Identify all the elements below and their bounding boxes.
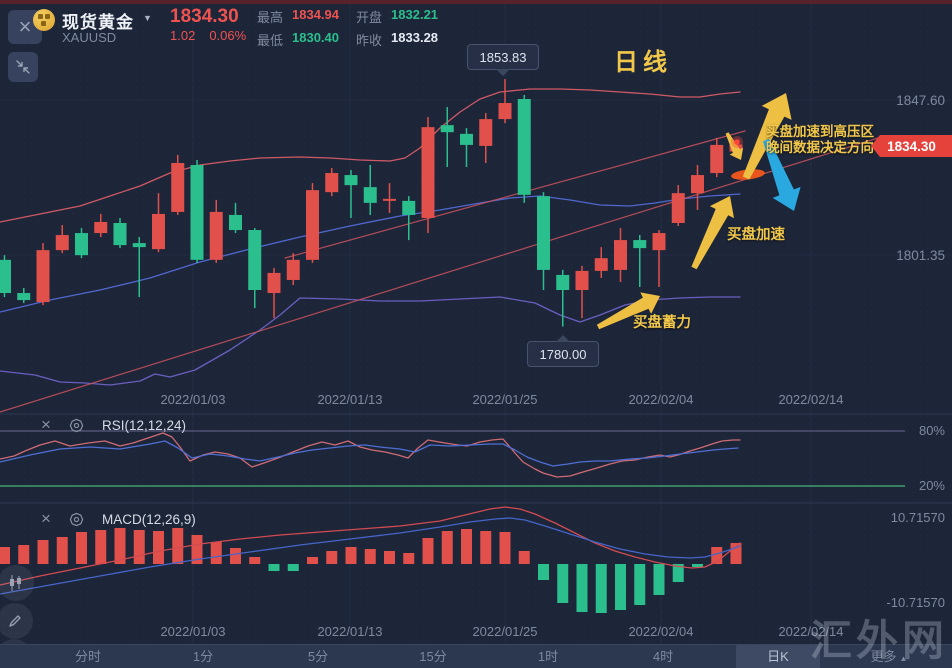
timeframe-toolbar: 分时 1分 5分 15分 1时 4时 日K 更多 ▲: [0, 644, 952, 668]
chart-style-candlestick-button[interactable]: [0, 565, 34, 601]
timeframe-分时[interactable]: 分时: [74, 649, 101, 664]
drawn-annotations: [596, 93, 801, 330]
date-tick-label: 2022/01/25: [472, 624, 538, 639]
change-value: 1.02: [170, 28, 196, 43]
change-percent: 0.06%: [209, 28, 247, 43]
rsi-panel-header: × RSI(12,12,24): [36, 415, 186, 435]
date-tick-label: 2022/01/13: [317, 392, 383, 407]
pencil-icon: [9, 615, 21, 627]
stat-value: 1834.94: [292, 7, 340, 22]
candles-layer: [0, 79, 743, 327]
stat-value: 1833.28: [391, 30, 439, 45]
draw-tool-button[interactable]: [0, 603, 33, 639]
more-caret-icon: ▲: [899, 654, 908, 663]
x-axis-dates-bottom: 2022/01/03 2022/01/13 2022/01/25 2022/02/04…: [0, 624, 952, 640]
rsi-lines: [0, 432, 741, 478]
macd-settings-gear-icon[interactable]: [66, 509, 86, 529]
macd-layer: [0, 506, 742, 613]
date-tick-label: 2022/02/04: [628, 392, 694, 407]
timeframe-更多[interactable]: 更多 ▲: [870, 649, 908, 664]
price-change: 1.02 0.06%: [170, 28, 260, 43]
date-tick-label: 2022/01/03: [160, 392, 226, 407]
macd-upper-label: 10.71570: [890, 510, 945, 525]
analyst-note-top: 买盘加速到高压区 晚间数据决定方向: [766, 124, 876, 156]
timeframe-5分[interactable]: 5分: [307, 649, 329, 664]
date-tick-label: 2022/02/14: [778, 392, 844, 407]
rsi-upper-label: 80%: [918, 423, 945, 438]
macd-lower-label: -10.71570: [886, 595, 945, 610]
analyst-note-top-line2: 晚间数据决定方向: [766, 140, 874, 155]
top-banner-edge: [0, 0, 952, 4]
timeframe-日K[interactable]: 日K: [736, 645, 820, 668]
analyst-note-low: 买盘蓄力: [633, 315, 691, 331]
quote-stats: 最高 1834.94 开盘 1832.21 最低 1830.40 昨收 1833.28: [257, 7, 446, 49]
timeframe-1时[interactable]: 1时: [537, 649, 559, 664]
analyst-note-mid: 买盘加速: [727, 227, 785, 243]
last-price: 1834.30: [170, 6, 239, 27]
rsi-indicator-title: RSI(12,12,24): [102, 417, 187, 433]
symbol-name[interactable]: 现货黄金: [62, 13, 134, 32]
analyst-note-top-line1: 买盘加速到高压区: [766, 124, 874, 139]
stat-label: 昨收: [356, 33, 383, 48]
rsi-close-button[interactable]: ×: [36, 415, 56, 435]
symbol-code: XAUUSD: [62, 30, 117, 45]
overlay-lines: [0, 88, 879, 413]
date-tick-label: 2022/01/25: [472, 392, 538, 407]
date-tick-label: 2022/01/13: [317, 624, 383, 639]
timeframe-1分[interactable]: 1分: [192, 649, 214, 664]
y-axis-label-low: 1801.35: [896, 248, 945, 263]
macd-indicator-title: MACD(12,26,9): [102, 511, 196, 527]
rsi-settings-gear-icon[interactable]: [66, 415, 86, 435]
low-price-tooltip: 1780.00: [527, 335, 599, 367]
macd-panel-header: × MACD(12,26,9): [36, 509, 196, 529]
stat-value: 1830.40: [292, 30, 340, 45]
chevron-down-icon[interactable]: ▼: [143, 13, 152, 23]
rsi-lower-label: 20%: [918, 478, 945, 493]
high-price-tooltip: 1853.83: [467, 44, 539, 76]
date-tick-label: 2022/01/03: [160, 624, 226, 639]
collapse-icon: [16, 60, 30, 74]
macd-close-button[interactable]: ×: [36, 509, 56, 529]
quote-header: × 现货黄金 ▼ XAUUSD 1834.30 1.02 0.06% 最高 1834…: [0, 4, 700, 82]
date-tick-label: 2022/02/14: [778, 624, 844, 639]
gold-coin-icon: [33, 9, 55, 31]
stat-label: 最高: [257, 10, 284, 25]
stat-label: 最低: [257, 33, 284, 48]
y-axis-label-high: 1847.60: [896, 93, 945, 108]
candlestick-icon: [10, 575, 21, 591]
stat-value: 1832.21: [391, 7, 439, 22]
x-axis-dates-main: 2022/01/03 2022/01/13 2022/01/25 2022/02/04…: [0, 392, 952, 408]
date-tick-label: 2022/02/04: [628, 624, 694, 639]
collapse-button[interactable]: [8, 52, 38, 82]
timeframe-4时[interactable]: 4时: [652, 649, 674, 664]
stat-label: 开盘: [356, 10, 383, 25]
current-price-tag: 1834.30: [871, 135, 952, 157]
period-annotation: 日线: [614, 49, 672, 76]
timeframe-15分[interactable]: 15分: [419, 649, 447, 664]
